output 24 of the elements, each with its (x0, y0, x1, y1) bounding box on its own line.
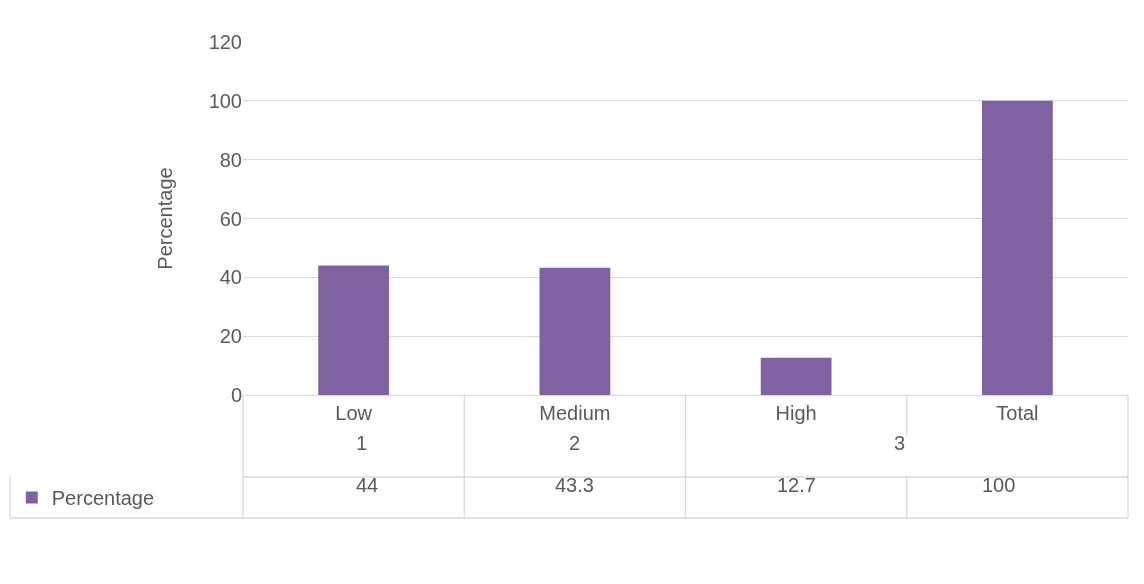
data-label: 12.7 (777, 474, 816, 496)
y-tick-label: 60 (219, 207, 242, 230)
text: 3 (894, 432, 906, 454)
y-axis-title: Percentage (154, 167, 177, 270)
bar (539, 267, 611, 395)
x-tick-label: Total (996, 402, 1039, 424)
text: 2 (569, 432, 581, 454)
legend-label: Percentage (51, 487, 155, 510)
text: 1 (356, 432, 368, 454)
y-tick-label: 120 (208, 31, 242, 53)
data-label: 43.3 (555, 474, 594, 496)
bar (981, 100, 1053, 395)
data-label: 44 (356, 474, 379, 496)
x-tick-label: Medium (539, 402, 611, 424)
bar (318, 265, 390, 395)
y-tick-label: 40 (219, 266, 242, 289)
data-label: 100 (982, 474, 1016, 496)
y-tick-label: 100 (208, 89, 242, 112)
bar (760, 357, 832, 395)
y-tick-label: 20 (219, 325, 242, 348)
y-tick-label: 80 (219, 148, 242, 171)
y-tick-label: 0 (230, 384, 242, 406)
x-tick-label: Low (335, 402, 373, 424)
x-tick-label: High (775, 402, 817, 424)
